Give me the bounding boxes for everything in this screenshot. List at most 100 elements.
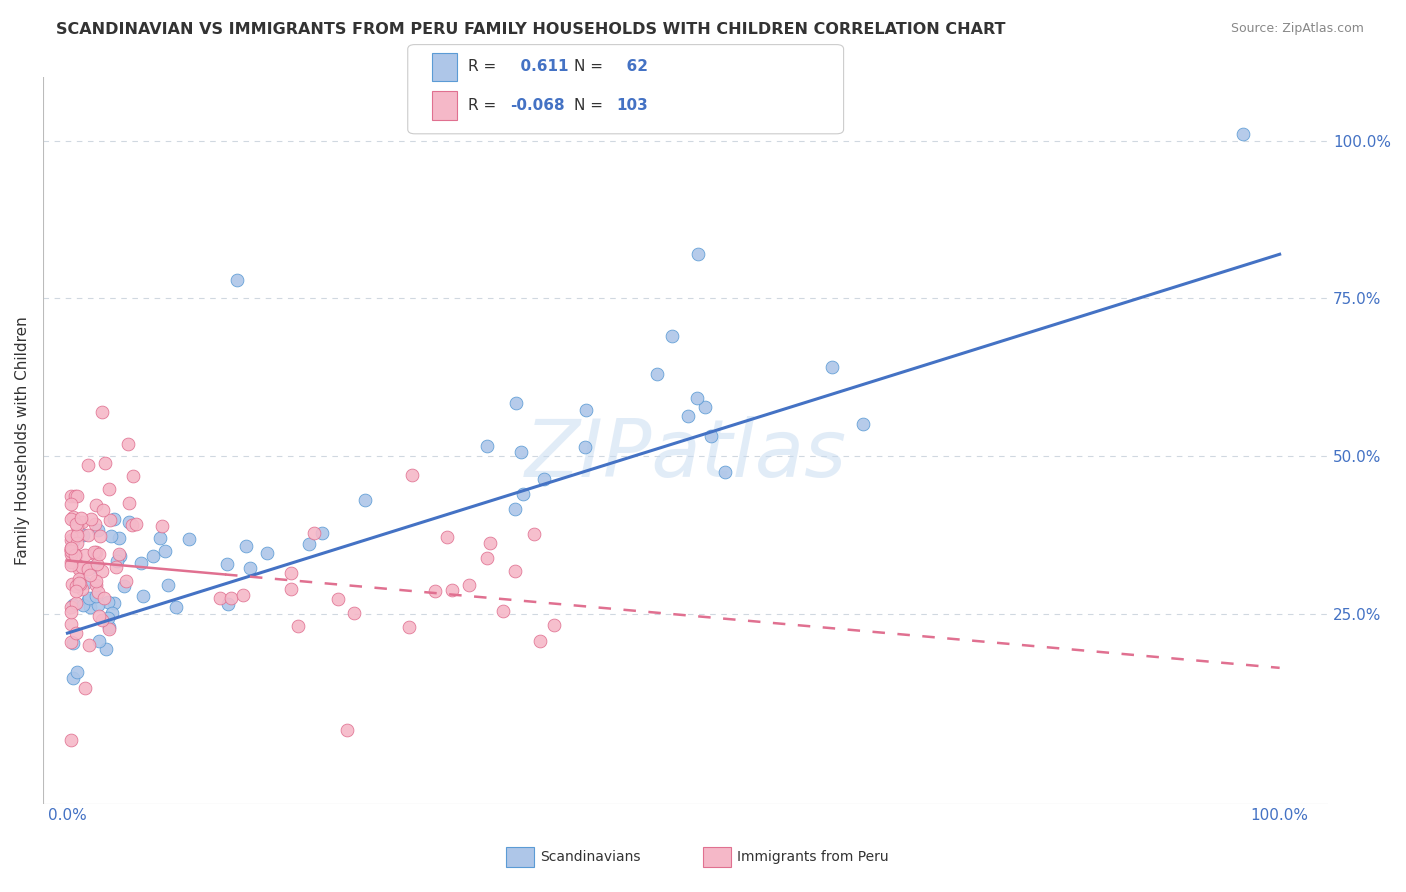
Point <box>512 487 534 501</box>
Point <box>132 589 155 603</box>
Point <box>458 578 481 592</box>
Point <box>239 561 262 575</box>
Point <box>336 723 359 738</box>
Point <box>84 545 107 559</box>
Point <box>105 560 128 574</box>
Point <box>65 596 87 610</box>
Text: N =: N = <box>574 98 603 113</box>
Point <box>60 497 83 511</box>
Point <box>150 518 173 533</box>
Point <box>86 574 108 589</box>
Point <box>87 523 110 537</box>
Point <box>60 732 83 747</box>
Point <box>86 558 108 572</box>
Point <box>523 526 546 541</box>
Point <box>60 543 83 558</box>
Point <box>103 596 125 610</box>
Point <box>87 547 110 561</box>
Point <box>66 529 89 543</box>
Point <box>852 417 875 432</box>
Point <box>226 272 249 286</box>
Point <box>343 607 366 621</box>
Point <box>574 440 596 454</box>
Point <box>108 547 131 561</box>
Point <box>479 536 502 550</box>
Point <box>287 619 309 633</box>
Point <box>129 557 152 571</box>
Text: Scandinavians: Scandinavians <box>540 850 640 864</box>
Point <box>60 528 83 542</box>
Point <box>505 564 527 578</box>
Point <box>79 568 101 582</box>
Point <box>60 555 83 569</box>
Point <box>280 566 302 580</box>
Point <box>302 526 325 541</box>
Point <box>60 542 83 557</box>
Point <box>60 533 83 547</box>
Point <box>60 606 83 620</box>
Point <box>79 600 101 615</box>
Point <box>165 599 187 614</box>
Point <box>685 391 707 405</box>
Point <box>117 436 139 450</box>
Point <box>440 583 463 598</box>
Point <box>820 360 842 375</box>
Point <box>90 613 112 627</box>
Point <box>91 502 114 516</box>
Point <box>63 489 86 503</box>
Point <box>97 610 120 624</box>
Point <box>70 582 93 596</box>
Point <box>477 551 499 566</box>
Point <box>700 429 723 443</box>
Point <box>76 562 98 576</box>
Point <box>75 681 97 695</box>
Point <box>149 532 172 546</box>
Point <box>354 493 377 508</box>
Point <box>66 518 89 533</box>
Point <box>89 529 111 543</box>
Point <box>83 517 105 532</box>
Point <box>121 517 143 532</box>
Point <box>82 559 104 574</box>
Point <box>60 617 83 632</box>
Point <box>62 671 84 685</box>
Point <box>97 482 120 496</box>
Point <box>575 402 598 417</box>
Point <box>142 549 165 564</box>
Point <box>91 405 114 419</box>
Point <box>492 604 515 618</box>
Point <box>87 608 110 623</box>
Point <box>86 589 108 603</box>
Text: Immigrants from Peru: Immigrants from Peru <box>737 850 889 864</box>
Point <box>177 533 200 547</box>
Point <box>69 577 91 591</box>
Point <box>62 509 84 524</box>
Point <box>105 553 128 567</box>
Point <box>509 444 531 458</box>
Point <box>96 595 118 609</box>
Point <box>505 395 527 409</box>
Point <box>209 591 232 605</box>
Text: N =: N = <box>574 60 603 74</box>
Point <box>66 536 89 550</box>
Text: ZIPatlas: ZIPatlas <box>524 416 846 494</box>
Point <box>686 247 709 261</box>
Point <box>66 489 89 503</box>
Point <box>66 528 89 542</box>
Point <box>84 547 107 561</box>
Point <box>65 625 87 640</box>
Point <box>60 577 83 591</box>
Point <box>93 456 115 470</box>
Point <box>217 557 239 571</box>
Point <box>63 548 86 562</box>
Point <box>693 400 716 414</box>
Point <box>83 545 105 559</box>
Point <box>217 597 239 611</box>
Point <box>714 465 737 479</box>
Point <box>72 528 94 542</box>
Point <box>645 367 668 381</box>
Point <box>73 548 96 562</box>
Point <box>125 517 148 532</box>
Point <box>256 546 278 560</box>
Point <box>423 583 446 598</box>
